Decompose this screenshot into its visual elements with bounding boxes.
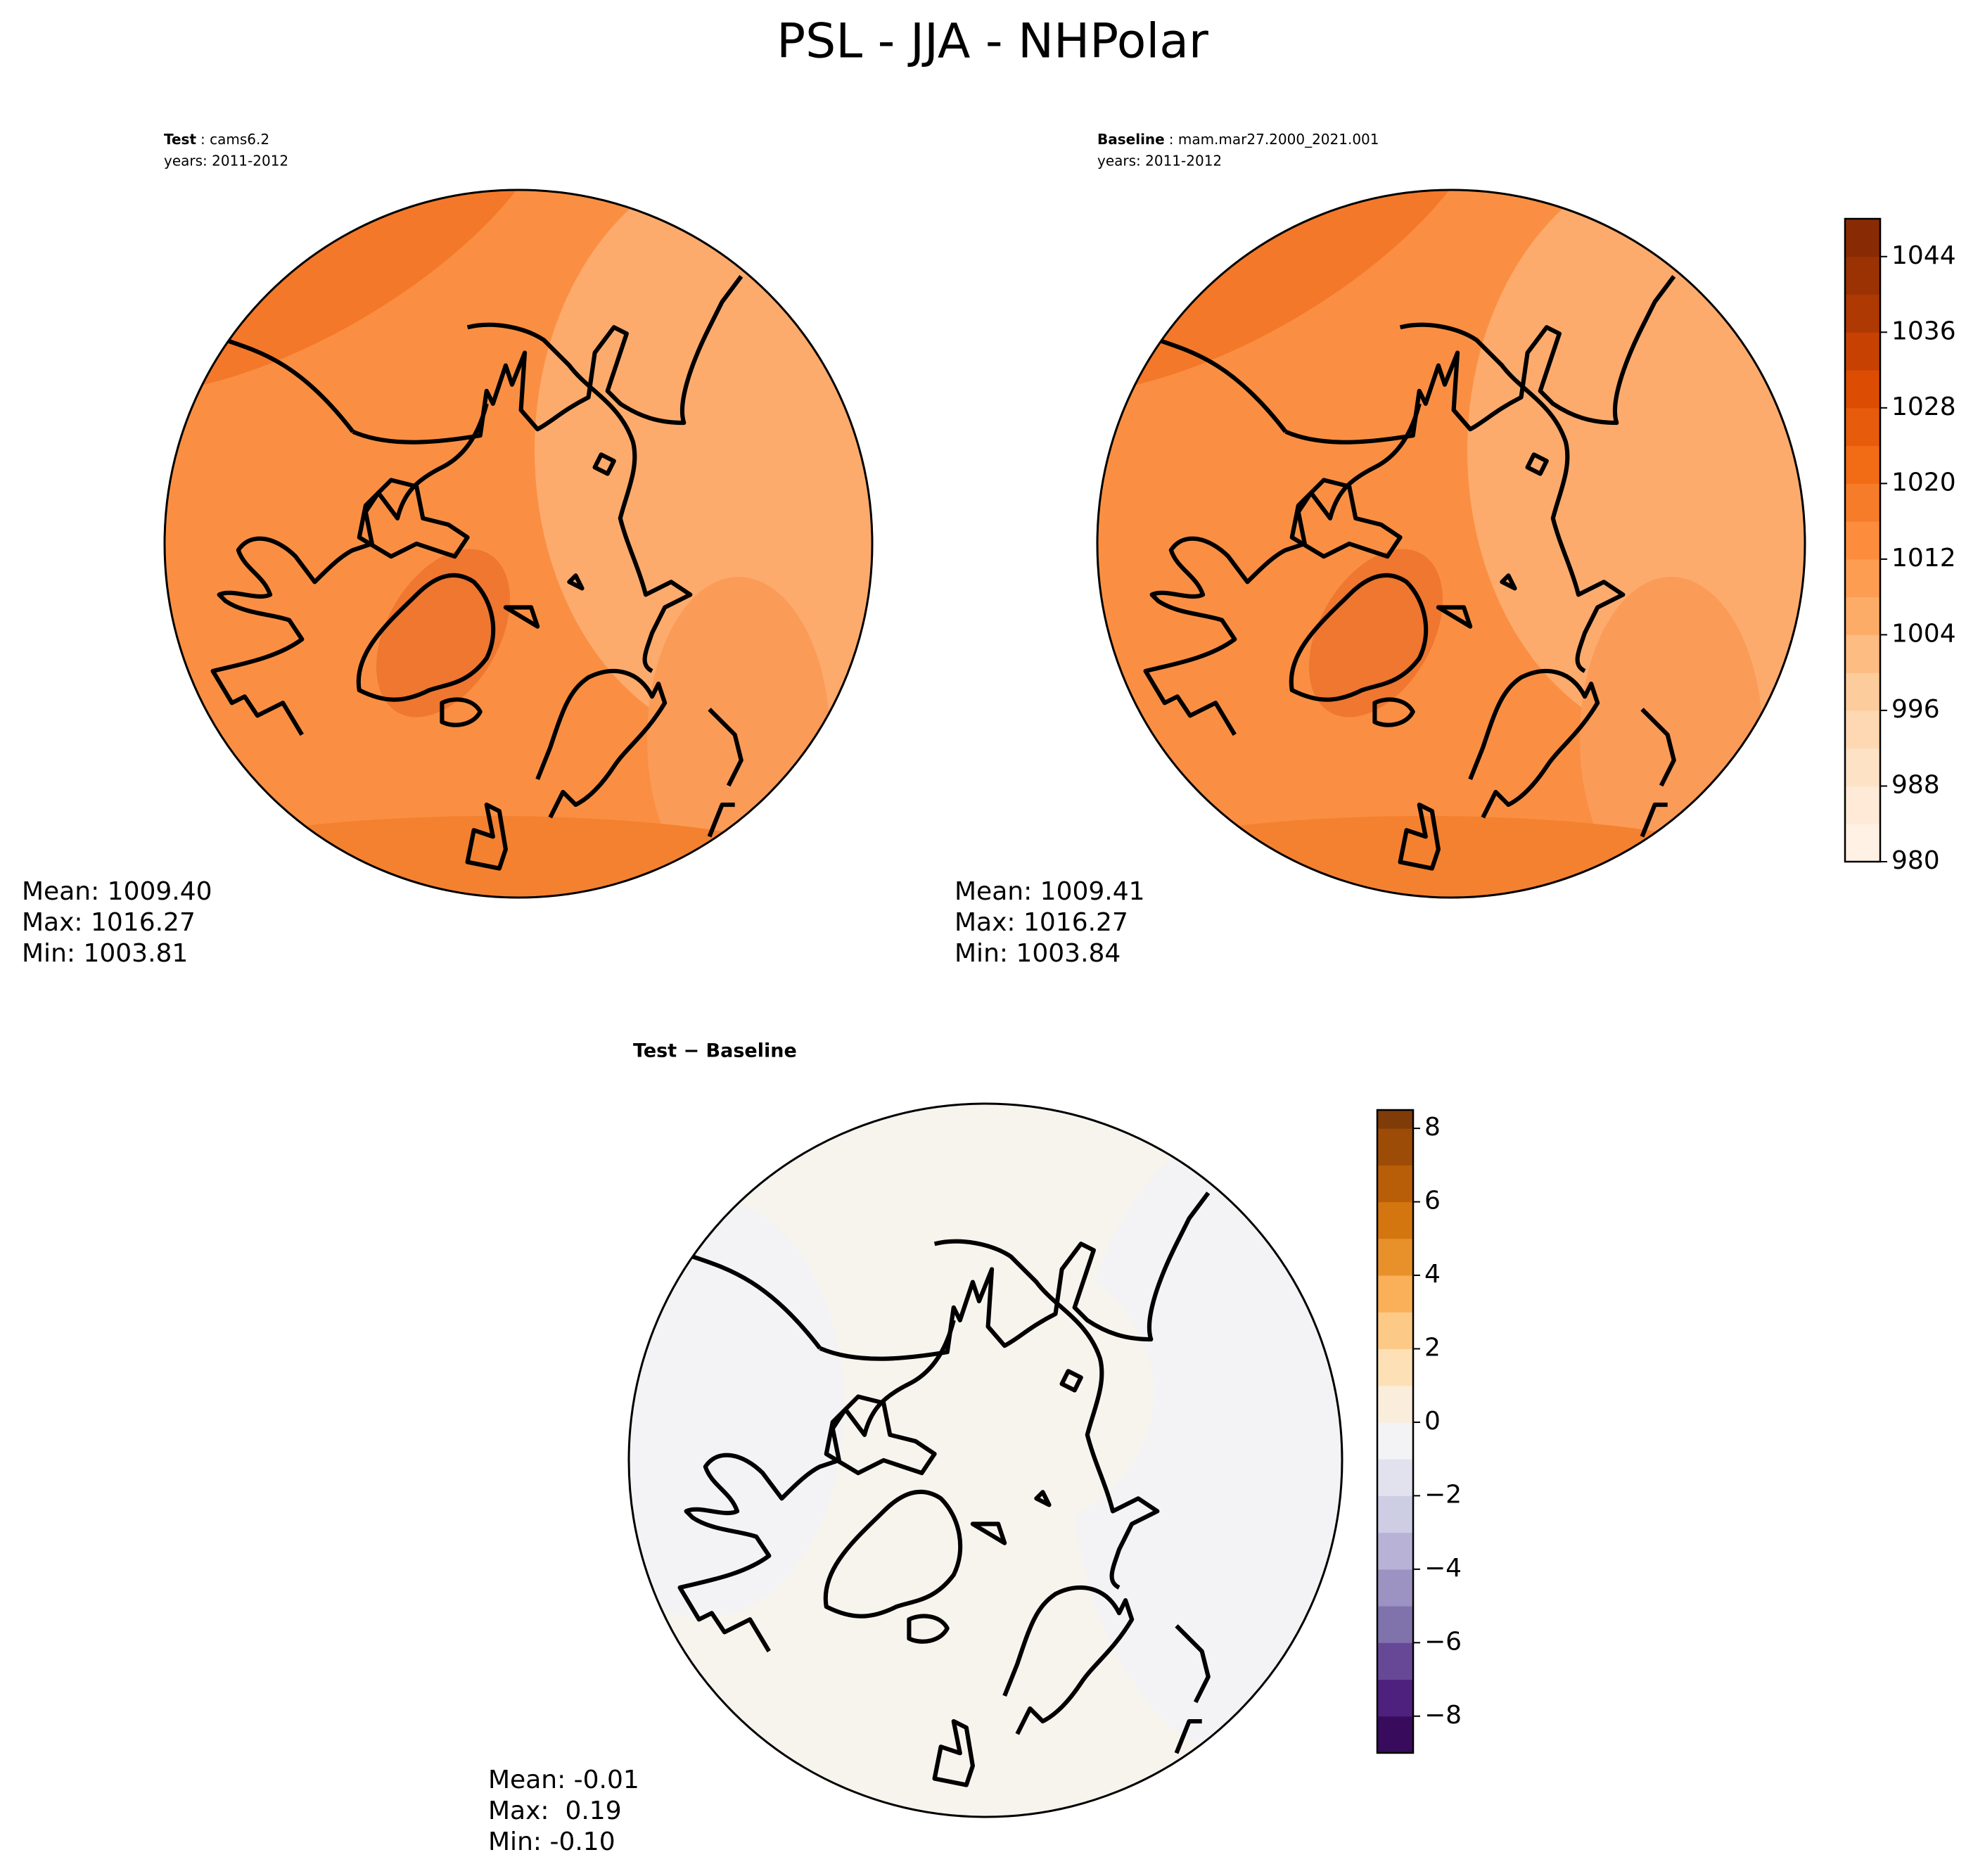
colorbar-band [1845,256,1880,295]
colorbar-band [1845,294,1880,333]
colorbar-tick-label: 1044 [1891,241,1956,270]
panel-title: Test − Baseline [633,1040,797,1062]
panel-title: Test: cams6.2 [164,131,269,148]
colorbar-band [1845,596,1880,635]
colorbar-band [1377,1532,1413,1570]
map-baseline [1097,190,1805,898]
colorbar-band [1845,710,1880,749]
colorbar-band [1377,1201,1413,1239]
colorbar-band [1377,1642,1413,1680]
panel-title-rest: : cams6.2 [200,131,269,148]
colorbar-tick-label: 1004 [1891,619,1956,648]
colorbar-band [1845,219,1880,257]
stat-line: Max: 0.19 [488,1797,622,1825]
panel-years: years: 2011-2012 [1097,153,1222,170]
colorbar-tick-label: 980 [1891,846,1940,875]
map-border [627,1102,1343,1818]
stat-line: Min: 1003.84 [955,939,1121,968]
colorbar-band [1377,1606,1413,1643]
map-difference [629,1104,1342,1817]
colorbar-band [1377,1459,1413,1496]
colorbar-band [1845,332,1880,371]
colorbar-tick-label: −8 [1424,1701,1462,1730]
stat-line: Min: 1003.81 [22,939,188,968]
panel-title-rest: : mam.mar27.2000_2021.001 [1169,131,1379,148]
colorbar-band [1377,1165,1413,1203]
colorbar-band [1377,1275,1413,1313]
colorbar-tick-label: 1036 [1891,317,1956,345]
colorbar-band [1845,748,1880,786]
colorbar-band [1377,1110,1413,1129]
colorbar-band [1377,1716,1413,1754]
colorbar-tick-label: 0 [1424,1407,1441,1436]
colorbar-frame [1376,1109,1415,1754]
colorbar-band [1377,1679,1413,1717]
colorbar-band [1845,445,1880,484]
colorbar-tick-label: 8 [1424,1113,1441,1142]
colorbar-tick-label: 988 [1891,770,1940,799]
panel-title-bold: Baseline [1097,131,1165,148]
colorbar-band [1845,672,1880,711]
colorbar-tick-label: 2 [1424,1333,1441,1362]
colorbar-band [1377,1569,1413,1607]
colorbar-band [1845,407,1880,447]
colorbar-tick-label: 4 [1424,1260,1441,1289]
colorbar-band [1377,1348,1413,1386]
stat-line: Max: 1016.27 [955,908,1128,937]
stat-line: Min: -0.10 [488,1827,615,1856]
colorbar-band [1845,559,1880,598]
colorbar-band [1845,824,1880,862]
colorbar-tick-label: 1012 [1891,544,1956,573]
figure-title: PSL - JJA - NHPolar [777,14,1208,70]
colorbar-band [1845,634,1880,673]
colorbar-band [1377,1385,1413,1423]
map-border [1096,189,1806,899]
colorbar-tick-label: 996 [1891,695,1940,724]
map-border [163,189,874,899]
colorbar-band [1377,1128,1413,1166]
colorbar-band [1845,786,1880,824]
colorbar-band [1845,483,1880,522]
stat-line: Mean: 1009.41 [955,877,1145,906]
colorbar-tick-label: −4 [1424,1554,1462,1583]
colorbar-band [1377,1238,1413,1276]
colorbar-tick-label: −6 [1424,1627,1462,1656]
colorbar-tick-label: −2 [1424,1480,1462,1509]
colorbar-tick-label: 1028 [1891,393,1956,421]
colorbar-band [1845,370,1880,409]
panel-years: years: 2011-2012 [164,153,288,170]
stat-line: Max: 1016.27 [22,908,196,937]
map-test [165,190,872,898]
panel-title-bold: Test [164,131,196,148]
stat-line: Mean: 1009.40 [22,877,212,906]
colorbar-band [1377,1422,1413,1460]
colorbar-tick-label: 6 [1424,1187,1441,1215]
colorbar-tick-label: 1020 [1891,468,1956,497]
stat-line: Mean: -0.01 [488,1766,639,1794]
colorbar-band [1377,1312,1413,1349]
panel-title: Baseline: mam.mar27.2000_2021.001 [1097,131,1379,148]
colorbar-band [1377,1495,1413,1533]
colorbar-frame [1844,217,1882,863]
colorbar-band [1845,521,1880,560]
